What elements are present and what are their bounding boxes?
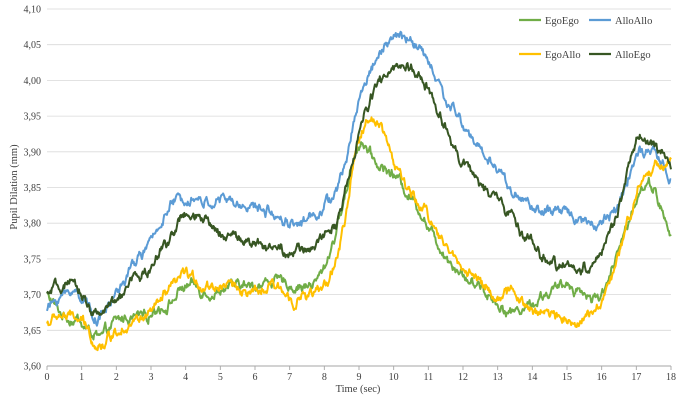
x-tick-label: 3 <box>149 372 154 383</box>
legend-label-egoallo: EgoAllo <box>545 50 581 61</box>
x-axis-title: Time (sec) <box>336 384 381 395</box>
series-line-egoallo <box>46 116 672 352</box>
y-tick-label: 4,00 <box>24 76 42 87</box>
x-tick-label: 8 <box>322 372 327 383</box>
legend-label-alloallo: AlloAllo <box>615 16 652 27</box>
y-tick-label: 3,70 <box>24 290 42 301</box>
x-tick-label: 17 <box>631 372 641 383</box>
y-tick-label: 3,75 <box>24 254 42 265</box>
y-axis-title: Pupil Dilation (mm) <box>9 144 20 230</box>
x-tick-label: 4 <box>183 372 188 383</box>
y-tick-label: 4,10 <box>24 5 42 16</box>
y-tick-label: 3,60 <box>24 362 42 373</box>
y-tick-label: 3,85 <box>24 183 42 194</box>
y-tick-labels: 3,60 3,65 3,70 3,75 3,80 3,85 3,90 3,95 4,00 4,05… <box>24 5 42 373</box>
legend-label-egoego: EgoEgo <box>545 16 579 27</box>
y-tick-label: 3,80 <box>24 219 42 230</box>
series-line-egoego <box>46 141 672 341</box>
x-tick-label: 6 <box>253 372 258 383</box>
x-tick-label: 18 <box>666 372 676 383</box>
x-tick-labels: 0 1 2 3 4 5 6 7 8 9 10 11 12 13 14 15 16 17 18 <box>45 372 677 383</box>
x-tick-label: 16 <box>597 372 607 383</box>
series-line-alloallo <box>46 30 672 327</box>
x-tick-label: 13 <box>493 372 503 383</box>
x-tick-label: 11 <box>424 372 434 383</box>
series-lines <box>46 30 672 352</box>
legend-label-alloego: AlloEgo <box>615 50 651 61</box>
x-tick-label: 12 <box>458 372 468 383</box>
y-tick-label: 3,90 <box>24 147 42 158</box>
axes <box>46 365 672 370</box>
y-tick-label: 3,95 <box>24 112 42 123</box>
x-tick-label: 7 <box>287 372 292 383</box>
legend: EgoEgo AlloAllo EgoAllo AlloEgo <box>519 16 652 61</box>
series-line-alloego <box>46 62 672 317</box>
x-tick-label: 15 <box>562 372 572 383</box>
x-tick-label: 1 <box>79 372 84 383</box>
x-tick-label: 0 <box>45 372 50 383</box>
x-tick-label: 2 <box>114 372 119 383</box>
x-tick-label: 10 <box>389 372 399 383</box>
y-tick-label: 3,65 <box>24 326 42 337</box>
gridlines <box>47 8 671 331</box>
y-tick-label: 4,05 <box>24 40 42 51</box>
x-tick-label: 9 <box>357 372 362 383</box>
x-tick-label: 14 <box>527 372 537 383</box>
x-tick-label: 5 <box>218 372 223 383</box>
